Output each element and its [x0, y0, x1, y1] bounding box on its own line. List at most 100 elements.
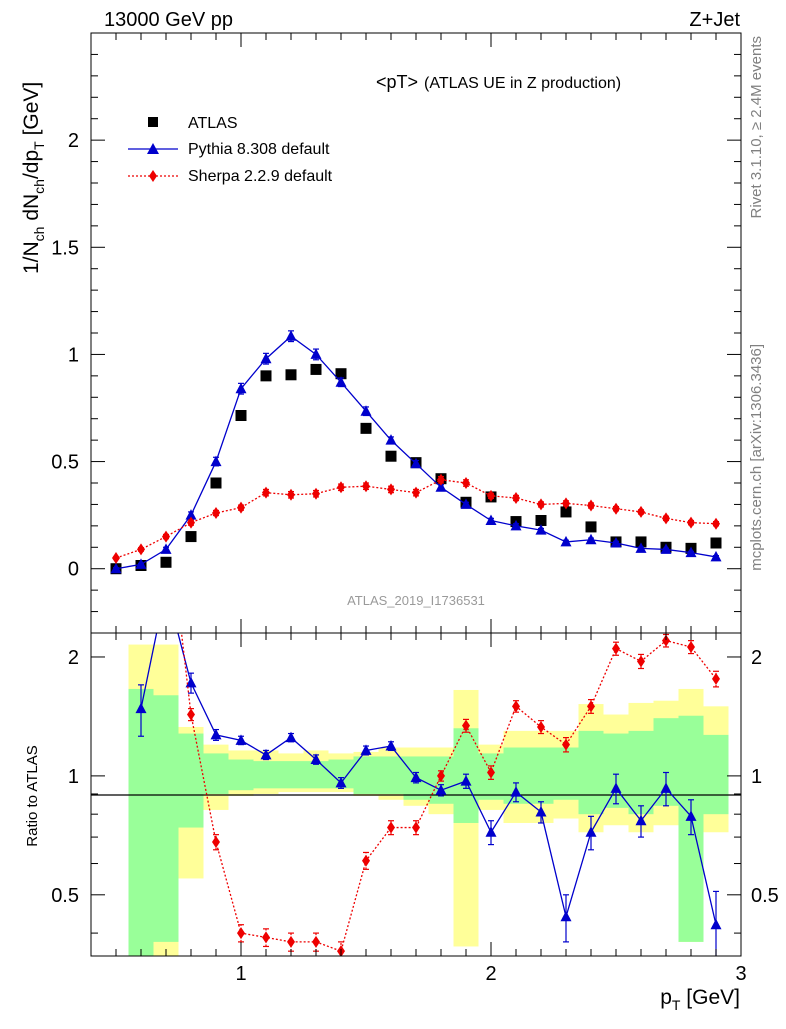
ratio-point-sherpa — [587, 700, 595, 713]
ratio-point-pythia — [585, 826, 597, 837]
legend-label-pythia: Pythia 8.308 default — [188, 141, 330, 158]
main-point-pythia — [335, 376, 347, 387]
main-point-sherpa — [612, 502, 620, 515]
main-point-sherpa — [537, 498, 545, 511]
legend-marker-atlas — [148, 117, 158, 127]
main-point-atlas — [260, 370, 272, 382]
main-plot-panel: 0 0.5 1 1.5 2 <pT> (ATLAS UE in Z production… — [20, 32, 742, 634]
legend: ATLAS Pythia 8.308 default Sherpa 2.2.9 … — [128, 115, 333, 185]
ratio-band-green — [553, 747, 579, 800]
main-point-atlas — [560, 506, 572, 518]
ratio-point-sherpa — [262, 931, 270, 944]
ratio-point-sherpa — [712, 672, 720, 685]
main-point-pythia — [285, 330, 297, 341]
main-point-atlas — [285, 369, 297, 381]
main-point-sherpa — [237, 501, 245, 514]
main-point-pythia — [435, 481, 447, 492]
main-point-sherpa — [562, 497, 570, 510]
ratio-band-green — [278, 761, 304, 789]
ratio-band-green — [203, 753, 229, 794]
main-point-pythia — [610, 537, 622, 548]
main-point-atlas — [160, 556, 172, 568]
ratio-point-sherpa — [537, 720, 545, 733]
ylabel-part-e: /dp — [20, 150, 43, 179]
xlabel-part-a: p — [660, 986, 672, 1009]
ratio-band-green — [628, 730, 654, 815]
ratio-xlabel: pT [GeV] — [660, 986, 740, 1013]
main-point-pythia — [460, 498, 472, 509]
main-point-sherpa — [287, 488, 295, 501]
legend-marker-pythia — [147, 143, 159, 154]
main-point-atlas — [635, 536, 647, 548]
main-title: <pT> — [376, 72, 418, 92]
ratio-point-sherpa — [512, 700, 520, 713]
ylabel-part-d: ch — [31, 179, 47, 194]
main-point-pythia — [185, 509, 197, 520]
main-point-sherpa — [412, 486, 420, 499]
main-point-pythia — [635, 542, 647, 553]
main-point-sherpa — [487, 489, 495, 502]
main-point-sherpa — [312, 487, 320, 500]
main-point-pythia — [410, 457, 422, 469]
main-line-pythia — [115, 335, 717, 570]
ylabel-part-f: T — [31, 141, 47, 150]
ratio-point-sherpa — [562, 738, 570, 751]
xlabel-part-b: T — [672, 997, 681, 1013]
xlabel-part-c: [GeV] — [680, 986, 740, 1009]
ratio-point-sherpa — [437, 769, 445, 782]
main-point-sherpa — [512, 492, 520, 504]
ratio-xtick-label: 3 — [735, 963, 746, 985]
ratio-point-pythia — [410, 771, 422, 783]
main-point-pythia — [710, 550, 722, 562]
legend-marker-sherpa — [149, 170, 157, 182]
ratio-point-pythia — [235, 734, 247, 745]
header-right: Z+Jet — [689, 9, 740, 31]
ratio-point-pythia — [135, 702, 147, 714]
ratio-point-pythia — [335, 776, 347, 788]
main-point-atlas — [310, 363, 322, 375]
ratio-point-pythia — [685, 810, 697, 821]
ratio-band-green — [703, 734, 729, 815]
ratio-point-sherpa — [312, 935, 320, 948]
main-point-pythia — [685, 546, 697, 558]
main-point-atlas — [360, 422, 372, 434]
main-ytick-label: 0 — [68, 559, 79, 581]
ratio-point-sherpa — [462, 719, 470, 732]
analysis-watermark: ATLAS_2019_I1736531 — [347, 593, 485, 608]
main-point-pythia — [110, 562, 122, 574]
main-point-sherpa — [262, 486, 270, 499]
ratio-plot-axes: 1 2 3 0.5 0.5 1 1 2 2 — [51, 633, 779, 985]
main-plot-marks — [110, 330, 722, 575]
ratio-point-sherpa — [212, 836, 220, 849]
ratio-point-sherpa — [637, 655, 645, 668]
main-point-sherpa — [112, 552, 120, 564]
ratio-point-sherpa — [362, 854, 370, 867]
main-point-sherpa — [187, 516, 195, 529]
ratio-band-green — [253, 761, 279, 789]
ratio-band-green — [128, 688, 154, 956]
ratio-ytick-label: 0.5 — [51, 885, 79, 907]
main-point-pythia — [135, 558, 147, 569]
ratio-ytick-label-right: 0.5 — [751, 885, 779, 907]
main-point-sherpa — [462, 477, 470, 489]
ratio-band-green — [303, 761, 329, 789]
ratio-band-green — [378, 756, 404, 794]
main-point-pythia — [260, 352, 272, 364]
ratio-line-sherpa — [180, 633, 717, 953]
main-point-sherpa — [687, 516, 695, 529]
ratio-plot-frame — [90, 632, 742, 957]
ratio-point-pythia — [210, 728, 222, 740]
ratio-point-pythia — [660, 782, 672, 793]
main-point-sherpa — [437, 473, 445, 486]
main-point-pythia — [485, 514, 497, 525]
main-point-sherpa — [587, 499, 595, 512]
ratio-point-pythia — [460, 775, 472, 786]
main-point-sherpa — [212, 507, 220, 519]
rivet-label: Rivet 3.1.10, ≥ 2.4M events — [748, 36, 765, 219]
ratio-line-pythia — [140, 633, 717, 925]
main-ytick-label: 1 — [68, 344, 79, 366]
legend-label-atlas: ATLAS — [188, 115, 238, 132]
main-point-atlas — [210, 477, 222, 489]
main-point-sherpa — [337, 481, 345, 494]
